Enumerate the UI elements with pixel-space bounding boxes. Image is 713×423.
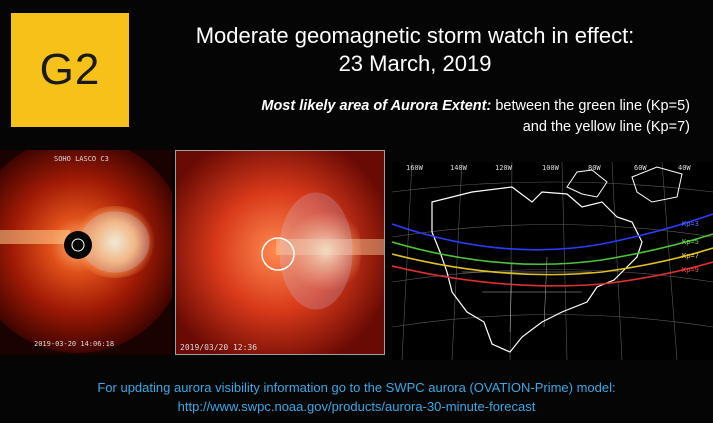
swpc-forecast-link[interactable]: http://www.swpc.noaa.gov/products/aurora… — [177, 399, 536, 414]
middle-image-timestamp: 2019/03/20 12:36 — [180, 343, 258, 352]
map-kp-label-5: Kp=5 — [682, 238, 699, 246]
north-america-map-graphic — [392, 162, 713, 360]
map-lon-6: 60W — [634, 164, 647, 172]
footer-line-1: For updating aurora visibility informati… — [97, 380, 616, 395]
extent-line-1: Most likely area of Aurora Extent: betwe… — [160, 96, 690, 117]
storm-level-badge: G2 — [11, 13, 129, 127]
footer-info: For updating aurora visibility informati… — [0, 378, 713, 416]
map-lon-2: 140W — [450, 164, 467, 172]
title-line-2: 23 March, 2019 — [338, 51, 492, 76]
extent-lead: Most likely area of Aurora Extent: — [261, 98, 492, 114]
aurora-extent-map: 160W 140W 120W 100W 80W 60W 40W Kp=3 Kp=… — [392, 162, 713, 360]
map-lon-4: 100W — [542, 164, 559, 172]
map-lon-1: 160W — [406, 164, 423, 172]
map-kp-label-9: Kp=9 — [682, 266, 699, 274]
storm-level-label: G2 — [39, 45, 101, 94]
map-lon-7: 40W — [678, 164, 691, 172]
page-title: Moderate geomagnetic storm watch in effe… — [145, 22, 685, 78]
left-image-timestamp: 2019-03-20 14:06:18 — [34, 340, 115, 348]
left-image-caption: SOHO LASCO C3 — [54, 155, 109, 163]
extent-green-line-text: between the green line (Kp=5) — [495, 98, 690, 114]
coronagraph-c2-graphic — [176, 151, 384, 354]
map-kp-label-7: Kp=7 — [682, 252, 699, 260]
coronagraph-c3-image: SOHO LASCO C3 2019-03-20 14:06:18 — [0, 150, 172, 355]
map-kp-label-3: Kp=3 — [682, 220, 699, 228]
map-lon-3: 120W — [495, 164, 512, 172]
title-line-1: Moderate geomagnetic storm watch in effe… — [195, 23, 635, 48]
coronagraph-c3-graphic — [0, 150, 172, 353]
extent-yellow-line-text: and the yellow line (Kp=7) — [522, 119, 690, 135]
aurora-extent-note: Most likely area of Aurora Extent: betwe… — [160, 96, 690, 138]
coronagraph-c2-image: 2019/03/20 12:36 — [175, 150, 385, 355]
map-lon-5: 80W — [588, 164, 601, 172]
